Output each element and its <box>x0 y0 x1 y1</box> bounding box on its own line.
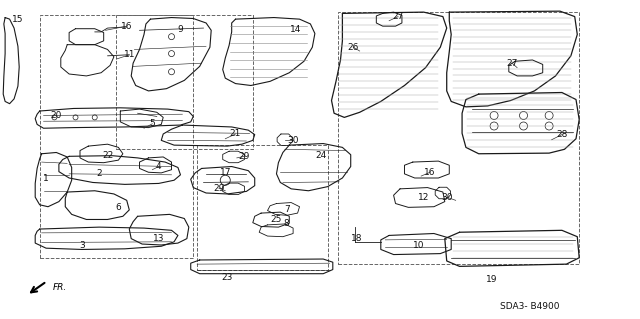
Bar <box>40 15 193 258</box>
Text: 30: 30 <box>441 193 452 202</box>
Text: 14: 14 <box>290 25 301 34</box>
Text: 25: 25 <box>271 215 282 224</box>
Text: 11: 11 <box>124 50 135 59</box>
Text: 1: 1 <box>44 174 49 182</box>
Text: FR.: FR. <box>53 283 67 292</box>
Text: 15: 15 <box>12 15 24 24</box>
Text: 16: 16 <box>121 22 132 31</box>
Text: 24: 24 <box>316 151 327 160</box>
Text: 26: 26 <box>348 43 359 52</box>
Text: 27: 27 <box>506 59 518 68</box>
Text: 28: 28 <box>556 130 568 139</box>
Text: 20: 20 <box>51 111 62 120</box>
Text: 3: 3 <box>79 241 84 250</box>
Text: 8: 8 <box>284 219 289 228</box>
Text: 10: 10 <box>413 241 425 250</box>
Text: 7: 7 <box>284 205 289 214</box>
Text: 16: 16 <box>424 168 436 177</box>
Bar <box>116 15 253 149</box>
Text: SDA3- B4900: SDA3- B4900 <box>500 302 559 311</box>
Bar <box>197 145 328 270</box>
Bar <box>338 12 579 264</box>
Text: 29: 29 <box>213 184 225 193</box>
Text: 6: 6 <box>116 204 121 212</box>
Text: 13: 13 <box>153 234 164 243</box>
Text: 4: 4 <box>156 162 161 171</box>
Text: 12: 12 <box>418 193 429 202</box>
Text: 2: 2 <box>97 169 102 178</box>
Text: 22: 22 <box>102 151 113 160</box>
Text: 30: 30 <box>287 136 299 145</box>
Text: 27: 27 <box>392 12 404 21</box>
Text: 23: 23 <box>221 273 233 282</box>
Text: 18: 18 <box>351 234 363 243</box>
Text: 17: 17 <box>220 168 231 177</box>
Text: 5: 5 <box>150 119 155 128</box>
Text: 21: 21 <box>230 130 241 138</box>
Text: 19: 19 <box>486 275 497 284</box>
Text: 9: 9 <box>178 25 183 34</box>
Text: 29: 29 <box>239 152 250 161</box>
